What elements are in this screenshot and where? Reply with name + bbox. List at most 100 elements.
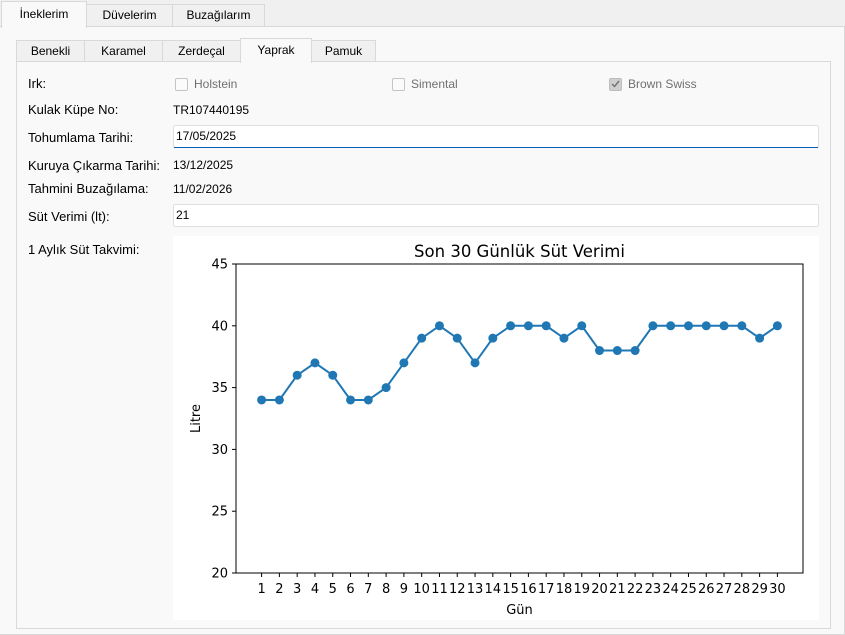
simental-checkbox[interactable]: Simental — [392, 76, 458, 92]
x-tick-label: 15 — [502, 582, 519, 597]
x-tick-label: 9 — [400, 582, 408, 597]
data-point — [346, 395, 356, 405]
kuruya-cikarma-label: Kuruya Çıkarma Tarihi: — [28, 158, 160, 173]
data-point — [683, 321, 693, 331]
tab-yaprak[interactable]: Yaprak — [240, 38, 312, 63]
plot-frame — [235, 263, 804, 574]
tab-benekli[interactable]: Benekli — [16, 40, 85, 62]
checkbox-box — [175, 77, 188, 91]
data-point — [363, 395, 373, 405]
x-tick-label: 10 — [413, 582, 430, 597]
x-tick-label: 21 — [609, 582, 626, 597]
x-tick-label: 1 — [257, 582, 265, 597]
x-tick-label: 6 — [346, 582, 354, 597]
data-point — [310, 358, 320, 368]
x-tick-label: 19 — [573, 582, 590, 597]
x-tick-label: 23 — [645, 582, 662, 597]
tohumlama-label: Tohumlama Tarihi: — [28, 130, 134, 145]
data-point — [292, 370, 302, 380]
x-tick-label: 5 — [329, 582, 337, 597]
data-point — [772, 321, 782, 331]
x-tick-label: 16 — [520, 582, 537, 597]
x-tick-label: 7 — [364, 582, 372, 597]
x-tick-label: 17 — [538, 582, 555, 597]
data-point — [630, 346, 640, 356]
data-point — [737, 321, 747, 331]
milk-yield-chart: 20 25 30 35 40 45 1 2 3 4 5 6 7 8 9 10 11 12 13 14 15 16 17 18 1… — [173, 236, 819, 620]
chart-title: Son 30 Günlük Süt Verimi — [414, 242, 625, 261]
data-point — [399, 358, 409, 368]
kulak-kupe-label: Kulak Küpe No: — [28, 102, 119, 117]
x-tick-label: 8 — [382, 582, 390, 597]
y-tick-label: 20 — [211, 567, 228, 582]
data-point — [648, 321, 658, 331]
data-point — [541, 321, 551, 331]
tab-zerdecal[interactable]: Zerdeçal — [162, 40, 241, 62]
x-tick-label: 3 — [293, 582, 301, 597]
data-point — [577, 321, 587, 331]
data-point — [523, 321, 533, 331]
tohumlama-input[interactable]: 17/05/2025 — [173, 125, 819, 148]
kulak-kupe-value: TR107440195 — [173, 103, 250, 117]
tab-buzagilarim[interactable]: Buzağılarım — [172, 4, 265, 27]
sut-verimi-input[interactable]: 21 — [173, 204, 819, 227]
x-tick-label: 26 — [698, 582, 715, 597]
data-point — [506, 321, 516, 331]
x-tick-label: 24 — [662, 582, 679, 597]
x-tick-label: 14 — [485, 582, 502, 597]
cow-tab-bar: Benekli Karamel Zerdeçal Yaprak Pamuk — [16, 38, 836, 63]
x-tick-label: 4 — [311, 582, 319, 597]
kuruya-cikarma-value: 13/12/2025 — [173, 158, 234, 172]
x-tick-label: 18 — [556, 582, 573, 597]
x-tick-label: 27 — [716, 582, 733, 597]
irk-label: Irk: — [28, 76, 47, 91]
data-point — [381, 383, 391, 393]
checkbox-box — [392, 77, 405, 91]
y-axis-label: Litre — [189, 404, 204, 433]
tab-ineklerim[interactable]: İneklerim — [1, 1, 87, 28]
x-tick-label: 22 — [627, 582, 644, 597]
checkmark-icon — [611, 80, 620, 88]
sut-verimi-label: Süt Verimi (lt): — [28, 209, 110, 224]
holstein-checkbox[interactable]: Holstein — [175, 76, 237, 92]
x-tick-label: 25 — [680, 582, 697, 597]
data-point — [666, 321, 676, 331]
y-tick-label: 25 — [211, 505, 228, 520]
tab-karamel[interactable]: Karamel — [84, 40, 163, 62]
x-tick-label: 29 — [751, 582, 768, 597]
data-point — [328, 370, 338, 380]
data-point — [595, 346, 605, 356]
data-point — [434, 321, 444, 331]
x-tick-label: 12 — [449, 582, 466, 597]
data-point — [417, 333, 427, 343]
data-point — [488, 333, 498, 343]
tab-pamuk[interactable]: Pamuk — [311, 40, 376, 62]
tahmini-buzagilama-value: 11/02/2026 — [173, 182, 233, 196]
x-tick-label: 30 — [769, 582, 786, 597]
y-tick-label: 40 — [211, 319, 228, 334]
y-tick-label: 35 — [211, 381, 228, 396]
brown-swiss-label: Brown Swiss — [628, 77, 697, 91]
x-tick-label: 13 — [467, 582, 484, 597]
x-tick-label: 11 — [431, 582, 448, 597]
simental-label: Simental — [411, 77, 458, 91]
x-axis-label: Gün — [506, 603, 533, 618]
data-point — [274, 395, 284, 405]
y-tick-label: 45 — [211, 258, 228, 273]
data-point — [612, 346, 622, 356]
data-point — [755, 333, 765, 343]
brown-swiss-checkbox[interactable]: Brown Swiss — [609, 76, 697, 92]
tahmini-buzagilama-label: Tahmini Buzağılama: — [28, 181, 149, 196]
holstein-label: Holstein — [194, 77, 238, 91]
tab-duvelerim[interactable]: Düvelerim — [86, 4, 173, 27]
data-point — [470, 358, 480, 368]
checkbox-box — [609, 77, 622, 91]
x-tick-label: 20 — [591, 582, 608, 597]
x-tick-label: 2 — [275, 582, 283, 597]
sut-takvimi-label: 1 Aylık Süt Takvimi: — [28, 242, 140, 257]
y-tick-label: 30 — [211, 443, 228, 458]
data-point — [257, 395, 267, 405]
data-point — [452, 333, 462, 343]
main-tab-bar: İneklerim Düvelerim Buzağılarım — [0, 0, 845, 28]
